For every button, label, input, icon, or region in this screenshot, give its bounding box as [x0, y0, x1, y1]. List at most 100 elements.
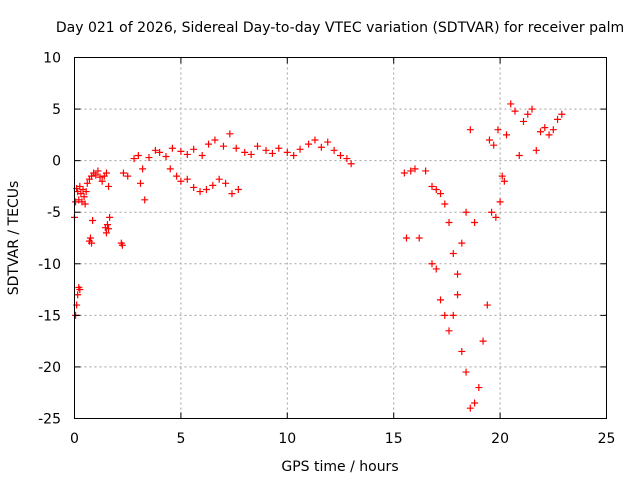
- data-point: [432, 265, 440, 273]
- data-point: [537, 128, 545, 136]
- x-tick-label: 10: [278, 431, 296, 447]
- data-point: [407, 167, 415, 175]
- data-point: [317, 143, 325, 151]
- data-point: [83, 179, 91, 187]
- data-point: [449, 311, 457, 319]
- data-point: [330, 146, 338, 154]
- data-point: [471, 219, 479, 227]
- data-point: [118, 241, 126, 249]
- data-point: [88, 239, 96, 247]
- data-point: [183, 175, 191, 183]
- data-point: [96, 173, 104, 181]
- data-point: [462, 368, 470, 376]
- data-point: [422, 167, 430, 175]
- grid: [74, 57, 607, 419]
- y-tick-label: -20: [38, 360, 61, 376]
- data-point: [211, 136, 219, 144]
- data-point: [89, 216, 97, 224]
- series-day_band: [119, 130, 355, 180]
- data-point: [458, 347, 466, 355]
- data-point: [290, 151, 298, 159]
- data-point: [490, 141, 498, 149]
- data-point: [454, 291, 462, 299]
- data-point: [232, 144, 240, 152]
- data-point: [105, 225, 113, 233]
- data-point: [454, 270, 462, 278]
- data-point: [428, 260, 436, 268]
- data-point: [76, 182, 84, 190]
- data-point: [498, 172, 506, 180]
- data-point: [520, 117, 528, 125]
- data-point: [162, 153, 170, 161]
- data-point: [168, 144, 176, 152]
- data-point: [488, 208, 496, 216]
- series-early_cluster: [71, 167, 113, 221]
- data-point: [80, 193, 88, 201]
- y-tick-label: 5: [52, 102, 61, 118]
- data-points: [71, 100, 566, 412]
- data-point: [305, 140, 313, 148]
- data-point: [190, 183, 198, 191]
- data-point: [134, 151, 142, 159]
- data-point: [437, 190, 445, 198]
- plot-frame: [74, 57, 607, 419]
- data-point: [485, 136, 493, 144]
- data-point: [411, 165, 419, 173]
- data-point: [106, 213, 114, 221]
- data-point: [268, 149, 276, 157]
- y-tick-label: -10: [38, 257, 61, 273]
- data-point: [177, 177, 185, 185]
- data-point: [466, 126, 474, 134]
- data-point: [458, 239, 466, 247]
- data-point: [183, 150, 191, 158]
- data-point: [198, 151, 206, 159]
- data-point: [428, 182, 436, 190]
- x-axis-title: GPS time / hours: [281, 459, 398, 475]
- data-point: [432, 186, 440, 194]
- data-point: [496, 198, 504, 206]
- data-point: [528, 105, 536, 113]
- data-point: [494, 126, 502, 134]
- data-point: [502, 131, 510, 139]
- data-point: [228, 190, 236, 198]
- data-point: [205, 140, 213, 148]
- data-point: [549, 126, 557, 134]
- data-point: [507, 100, 515, 108]
- data-point: [151, 146, 159, 154]
- y-tick-label: 10: [43, 51, 61, 67]
- data-point: [247, 150, 255, 158]
- data-point: [130, 155, 138, 163]
- data-point: [202, 186, 210, 194]
- data-point: [558, 110, 566, 118]
- data-point: [311, 136, 319, 144]
- data-point: [479, 337, 487, 345]
- data-point: [177, 147, 185, 155]
- x-tick-label: 25: [598, 431, 616, 447]
- x-tick-label: 0: [70, 431, 79, 447]
- y-tick-label: 0: [52, 154, 61, 170]
- data-point: [511, 107, 519, 115]
- data-point: [483, 301, 491, 309]
- data-point: [545, 131, 553, 139]
- series-early_dips: [72, 213, 126, 319]
- data-point: [471, 399, 479, 407]
- data-point: [173, 172, 181, 180]
- data-point: [402, 234, 410, 242]
- y-axis-title: SDTVAR / TECUs: [6, 181, 22, 296]
- data-point: [554, 115, 562, 123]
- data-point: [103, 221, 111, 229]
- data-point: [492, 213, 500, 221]
- data-point: [441, 311, 449, 319]
- data-point: [156, 148, 164, 156]
- data-point: [77, 190, 85, 198]
- data-point: [445, 327, 453, 335]
- data-point: [94, 167, 102, 175]
- data-point: [196, 188, 204, 196]
- axis-ticks: 0 5 10 15 20 25 10 5 0 -5 -10 -15 -20 -25: [38, 51, 615, 448]
- data-point: [283, 148, 291, 156]
- data-point: [241, 148, 249, 156]
- data-point: [102, 229, 110, 237]
- data-point: [215, 175, 223, 183]
- data-point: [74, 291, 82, 299]
